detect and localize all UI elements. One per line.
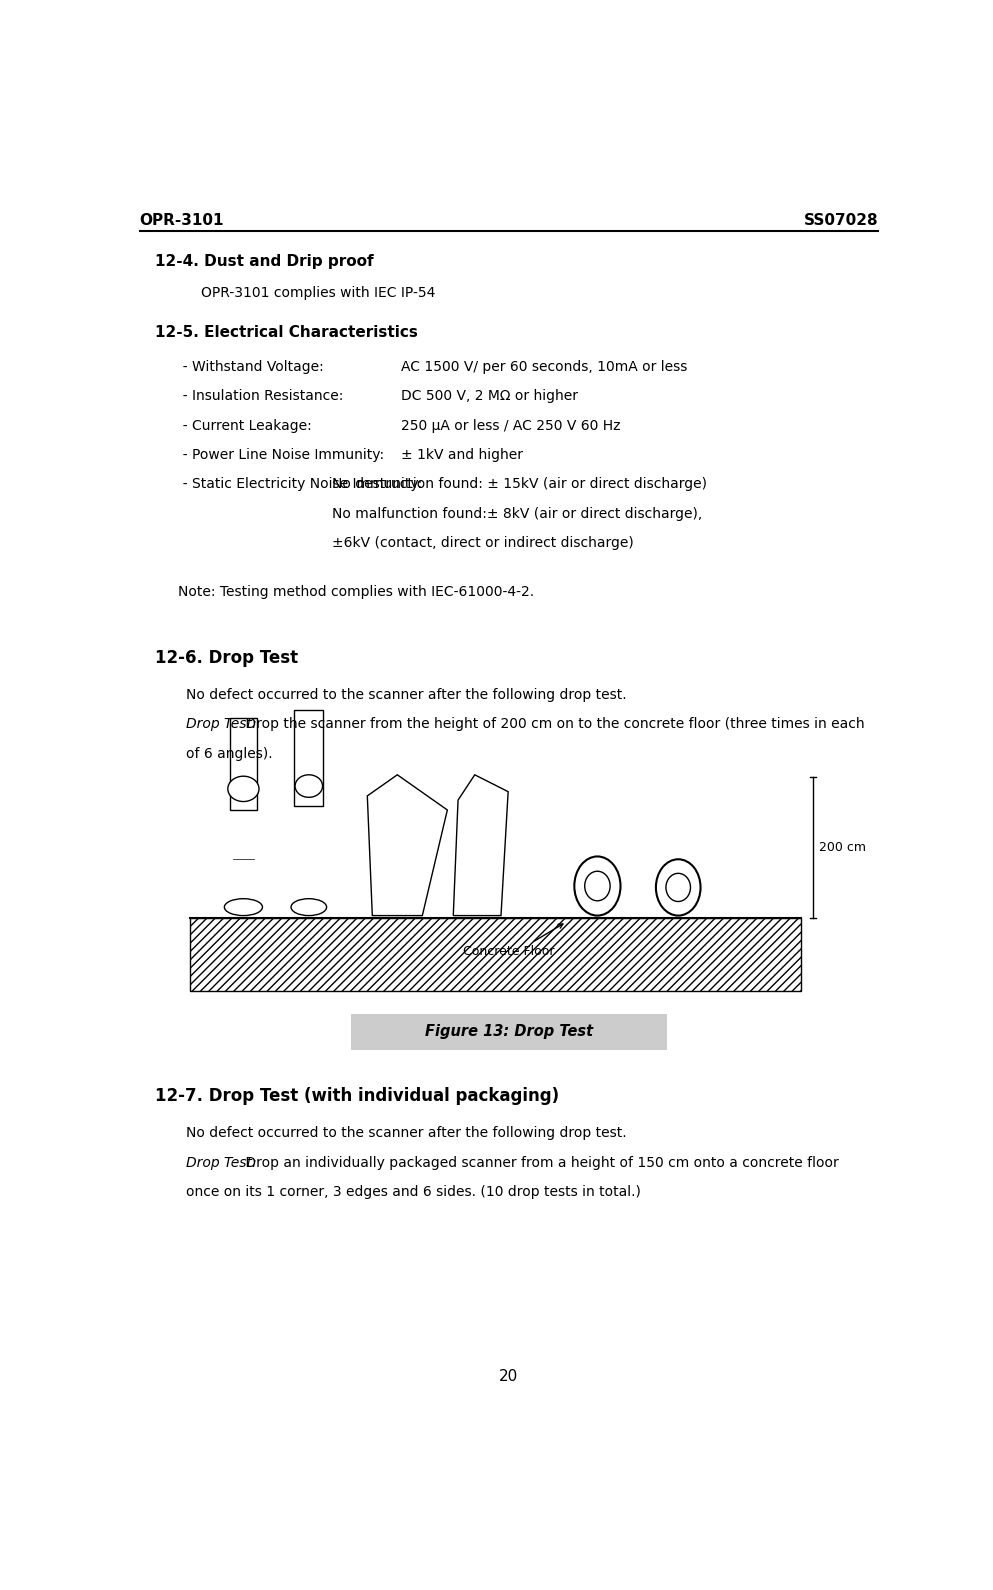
Ellipse shape <box>291 898 327 916</box>
Text: ±6kV (contact, direct or indirect discharge): ±6kV (contact, direct or indirect discha… <box>332 536 634 550</box>
Text: No malfunction found:± 8kV (air or direct discharge),: No malfunction found:± 8kV (air or direc… <box>332 507 702 520</box>
Text: No defect occurred to the scanner after the following drop test.: No defect occurred to the scanner after … <box>186 688 627 701</box>
Polygon shape <box>367 774 448 916</box>
Text: 12-7. Drop Test (with individual packaging): 12-7. Drop Test (with individual packagi… <box>155 1088 559 1105</box>
Text: SS07028: SS07028 <box>803 213 878 227</box>
Text: once on its 1 corner, 3 edges and 6 sides. (10 drop tests in total.): once on its 1 corner, 3 edges and 6 side… <box>186 1185 640 1199</box>
Bar <box>229 719 257 809</box>
Text: AC 1500 V/ per 60 seconds, 10mA or less: AC 1500 V/ per 60 seconds, 10mA or less <box>401 359 687 374</box>
Text: DC 500 V, 2 MΩ or higher: DC 500 V, 2 MΩ or higher <box>401 390 578 404</box>
Ellipse shape <box>224 898 262 916</box>
Text: Drop the scanner from the height of 200 cm on to the concrete floor (three times: Drop the scanner from the height of 200 … <box>241 717 865 731</box>
Bar <box>190 917 801 992</box>
Text: of 6 angles).: of 6 angles). <box>186 747 272 760</box>
Text: - Withstand Voltage:: - Withstand Voltage: <box>174 359 324 374</box>
Ellipse shape <box>295 774 323 797</box>
Text: 250 μA or less / AC 250 V 60 Hz: 250 μA or less / AC 250 V 60 Hz <box>401 418 621 432</box>
Text: - Insulation Resistance:: - Insulation Resistance: <box>174 390 344 404</box>
Ellipse shape <box>666 873 690 902</box>
Text: OPR-3101: OPR-3101 <box>139 213 224 227</box>
Text: 200 cm: 200 cm <box>819 841 866 854</box>
Ellipse shape <box>656 859 700 916</box>
Text: - Static Electricity Noise Immunity:: - Static Electricity Noise Immunity: <box>174 477 422 491</box>
Text: Drop an individually packaged scanner from a height of 150 cm onto a concrete fl: Drop an individually packaged scanner fr… <box>241 1156 839 1170</box>
Text: 12-5. Electrical Characteristics: 12-5. Electrical Characteristics <box>155 326 418 340</box>
Text: - Current Leakage:: - Current Leakage: <box>174 418 312 432</box>
Text: Note: Testing method complies with IEC-61000-4-2.: Note: Testing method complies with IEC-6… <box>178 585 534 599</box>
Bar <box>294 711 324 806</box>
Text: Drop Test:: Drop Test: <box>186 717 256 731</box>
Polygon shape <box>453 774 508 916</box>
Text: Drop Test:: Drop Test: <box>186 1156 256 1170</box>
Text: ± 1kV and higher: ± 1kV and higher <box>401 448 523 463</box>
Text: No defect occurred to the scanner after the following drop test.: No defect occurred to the scanner after … <box>186 1126 627 1140</box>
Text: OPR-3101 complies with IEC IP-54: OPR-3101 complies with IEC IP-54 <box>201 286 436 301</box>
Bar <box>352 1013 666 1051</box>
Ellipse shape <box>227 776 259 801</box>
Text: 12-4. Dust and Drip proof: 12-4. Dust and Drip proof <box>155 254 373 269</box>
Text: Figure 13: Drop Test: Figure 13: Drop Test <box>425 1024 593 1040</box>
Text: - Power Line Noise Immunity:: - Power Line Noise Immunity: <box>174 448 384 463</box>
Text: No destruction found: ± 15kV (air or direct discharge): No destruction found: ± 15kV (air or dir… <box>332 477 707 491</box>
Ellipse shape <box>585 871 610 902</box>
Text: Concrete Floor: Concrete Floor <box>463 944 554 957</box>
Ellipse shape <box>574 857 621 916</box>
Text: 12-6. Drop Test: 12-6. Drop Test <box>155 649 298 666</box>
Text: 20: 20 <box>499 1369 518 1385</box>
